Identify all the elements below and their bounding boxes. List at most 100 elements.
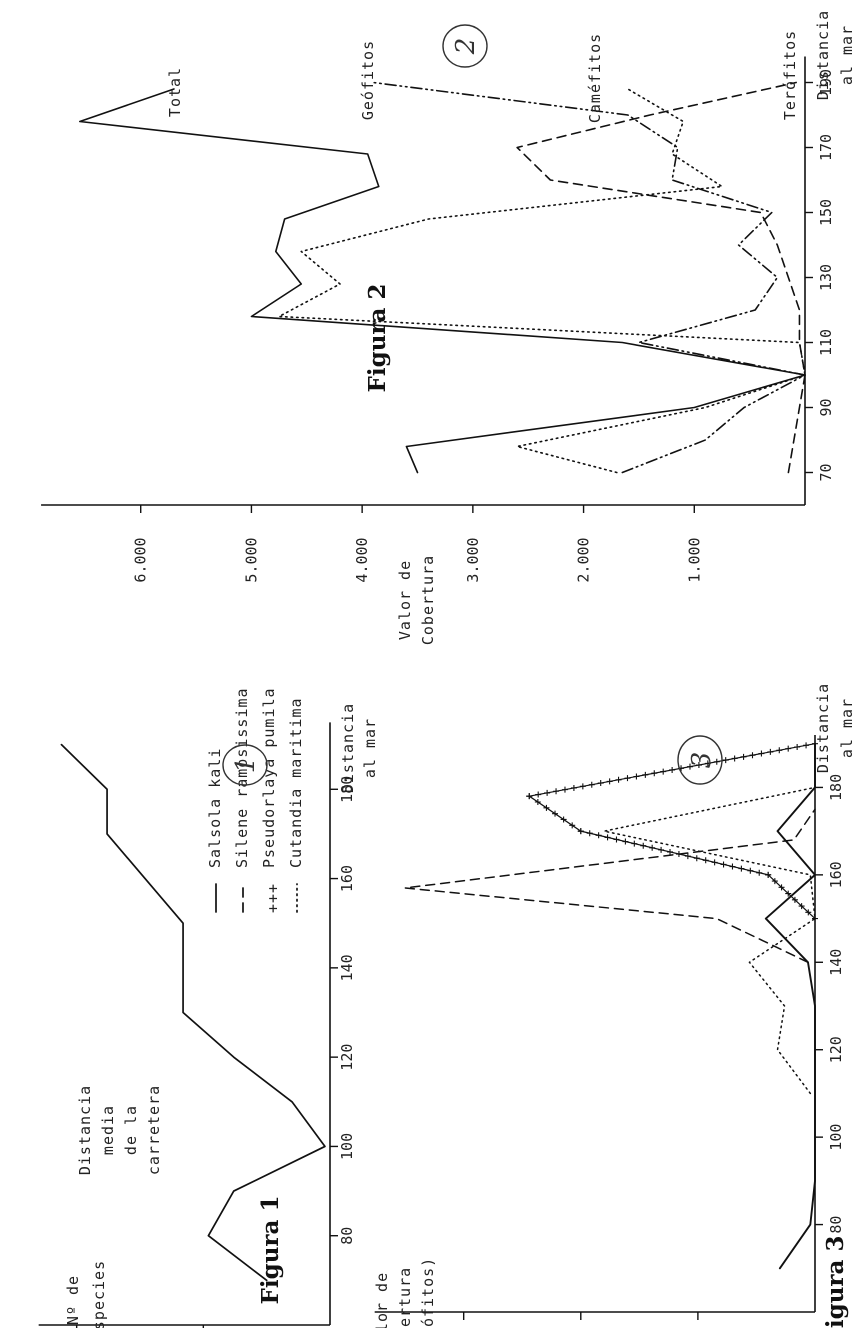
fig3-plus-marker <box>595 832 602 839</box>
figure-2: 70 90 110 130 150 170 190 1.000 2.000 3.000 4.000 5… <box>41 10 856 645</box>
fig3-plus-marker <box>622 838 629 845</box>
fig3-plus-marker <box>749 752 756 759</box>
fig2-x-label-line1: Distancia <box>814 10 832 100</box>
fig2-series-line <box>79 88 806 474</box>
fig2-x-label-line2: al mar <box>838 25 856 85</box>
fig3-x-label-line1: Distancia <box>814 683 832 773</box>
fig3-series-line <box>404 808 816 964</box>
fig3-plus-marker <box>606 778 613 785</box>
fig2-y-tick-label: 4.000 <box>353 537 371 582</box>
fig1-y-label-line1: Nº de <box>64 1275 82 1325</box>
fig3-plus-marker <box>615 776 622 783</box>
fig3-plus-marker <box>669 766 676 773</box>
fig2-caption: Figura 2 <box>364 284 391 393</box>
fig2-x-tick-label: 70 <box>817 463 835 481</box>
fig2-x-tick-label: 90 <box>817 398 835 416</box>
fig1-legend-symbol: +++ <box>264 883 282 913</box>
fig3-plus-marker <box>577 828 584 835</box>
fig1-caption: Figura 1 <box>257 1196 284 1305</box>
fig3-series-line <box>603 786 816 1095</box>
fig2-y-tick-label: 6.000 <box>132 537 150 582</box>
fig3-plus-marker <box>553 788 560 795</box>
fig3-plus-marker <box>695 762 702 769</box>
fig2-x-tick-label: 150 <box>817 199 835 226</box>
fig1-circle-number: 1 <box>231 757 261 774</box>
fig2-label-camefitos: Caméfitos <box>586 33 604 123</box>
fig1-y-label-line2: Especies <box>90 1260 108 1328</box>
fig3-series-line <box>764 742 816 1270</box>
fig3-plus-marker <box>569 822 576 829</box>
fig3-x-tick-label: 160 <box>827 861 845 888</box>
fig3-y-label-line3: (Terófitos) <box>419 1257 437 1328</box>
fig3-plus-marker <box>740 753 747 760</box>
fig2-series-line <box>372 81 806 474</box>
fig3-plus-marker <box>660 768 667 775</box>
fig3-y-label-line1: Valor de <box>373 1272 391 1328</box>
fig2-y-label-line1: Valor de <box>396 560 414 640</box>
figure-1: 80100120140160180510Nº deEspeciesDistanc… <box>38 687 379 1328</box>
fig3-plus-marker <box>756 869 763 876</box>
fig2-circle-number: 2 <box>451 38 481 56</box>
fig3-plus-marker <box>588 781 595 788</box>
fig3-circle-number: 3 <box>687 752 717 769</box>
fig2-label-terofitos: Terófitos <box>781 30 799 120</box>
fig1-x-label-line1: Distancia <box>339 703 357 793</box>
fig3-plus-marker <box>785 745 792 752</box>
fig1-legend-label: Cutandia maritima <box>287 697 305 868</box>
fig3-plus-marker <box>794 743 801 750</box>
fig3-plus-marker <box>544 789 551 796</box>
fig3-plus-marker <box>560 816 567 823</box>
fig3-plus-marker <box>604 834 611 841</box>
fig1-x-tick-label: 140 <box>338 954 356 981</box>
fig3-plus-marker <box>535 791 542 798</box>
fig1-annotation-line: Distancia <box>76 1085 94 1175</box>
fig3-x-tick-label: 100 <box>827 1124 845 1151</box>
fig3-plus-marker <box>731 755 738 762</box>
fig3-plus-marker <box>642 771 649 778</box>
fig3-plus-marker <box>720 861 727 868</box>
fig3-plus-marker <box>771 878 778 885</box>
fig3-plus-marker <box>713 758 720 765</box>
fig3-plus-marker <box>570 784 577 791</box>
fig1-circle-mark <box>222 744 268 786</box>
fig2-y-tick-label: 1.000 <box>685 537 703 582</box>
fig3-y-label-line2: Cobertura <box>396 1267 414 1328</box>
fig2-x-tick-label: 130 <box>817 264 835 291</box>
fig2-y-tick-label: 2.000 <box>575 537 593 582</box>
fig3-caption: Figura 3 <box>822 1236 849 1328</box>
fig2-circle-mark <box>442 24 488 68</box>
fig3-x-tick-label: 80 <box>827 1216 845 1234</box>
fig2-series-line <box>278 88 806 474</box>
fig3-plus-marker <box>722 757 729 764</box>
fig2-y-tick-label: 3.000 <box>464 537 482 582</box>
fig3-x-tick-label: 120 <box>827 1036 845 1063</box>
fig3-plus-marker <box>613 836 620 843</box>
fig3-plus-marker <box>758 750 765 757</box>
fig2-label-total: Total <box>166 67 184 117</box>
fig1-x-tick-label: 180 <box>338 776 356 803</box>
fig3-plus-marker <box>675 851 682 858</box>
fig2-series-line <box>516 81 806 474</box>
fig3-plus-marker <box>597 780 604 787</box>
fig1-annotation-line: carretera <box>145 1085 163 1175</box>
fig1-x-tick-label: 120 <box>338 1044 356 1071</box>
figure-3: 801001201401601805001.0001.500Valor deCo… <box>373 683 856 1328</box>
fig3-plus-marker <box>776 747 783 754</box>
fig3-plus-marker <box>579 783 586 790</box>
fig2-y-tick-label: 5.000 <box>242 537 260 582</box>
fig3-plus-marker <box>684 853 691 860</box>
fig3-x-tick-label: 140 <box>827 949 845 976</box>
fig3-plus-marker <box>624 775 631 782</box>
fig3-plus-marker <box>658 846 665 853</box>
fig1-annotation-line: de la <box>122 1105 140 1155</box>
fig3-plus-marker <box>702 857 709 864</box>
fig1-legend-label: Silene ramosissima <box>233 687 251 868</box>
fig3-plus-marker <box>791 896 798 903</box>
fig2-x-tick-label: 190 <box>817 69 835 96</box>
fig3-plus-marker <box>586 830 593 837</box>
fig3-plus-marker <box>693 855 700 862</box>
fig2-x-tick-label: 170 <box>817 134 835 161</box>
fig3-plus-marker <box>711 859 718 866</box>
fig3-plus-marker <box>805 909 812 916</box>
